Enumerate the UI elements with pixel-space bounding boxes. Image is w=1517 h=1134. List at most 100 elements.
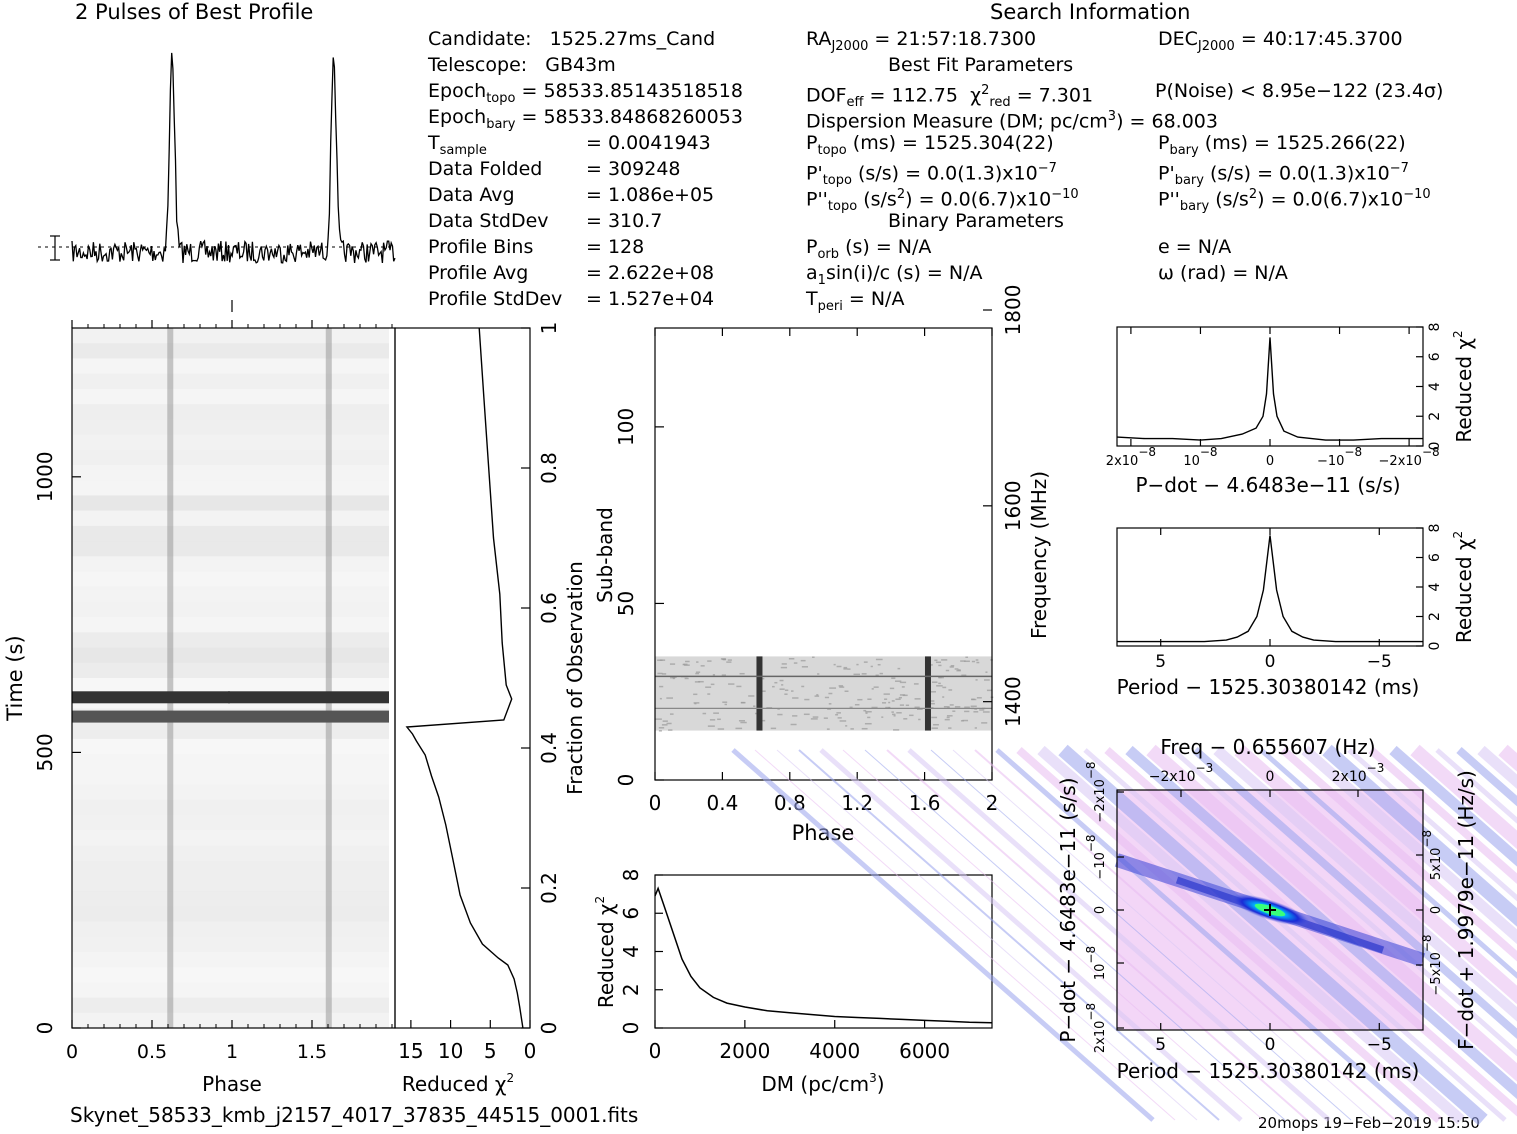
heatmap-stripe (1347, 748, 1517, 902)
heatmap-stripe (930, 749, 1352, 1121)
tsample-value: = 0.0041943 (586, 132, 711, 154)
noise-speck (661, 673, 667, 675)
noise-speck (964, 660, 970, 663)
noise-speck (843, 666, 848, 669)
heatmap-stripe (1259, 748, 1517, 979)
top-tick-label: 2x10−3 (1332, 761, 1385, 785)
noise-speck (901, 686, 905, 688)
noise-speck (781, 684, 784, 686)
noise-speck (683, 663, 688, 666)
heatmap-stripe (1234, 744, 1517, 1005)
noise-speck (659, 697, 662, 700)
noise-speck (736, 685, 742, 688)
noise-speck (780, 666, 788, 669)
x-tick-label: 2000 (719, 1039, 770, 1063)
candidate-value: 1525.27ms_Cand (549, 28, 716, 50)
heatmap-row (72, 936, 389, 952)
noise-speck (917, 708, 923, 711)
epoch-topo-value: = 58533.85143518518 (521, 80, 743, 102)
noise-speck (816, 694, 819, 696)
y-tick-label: 8 (619, 869, 643, 882)
noise-speck (844, 690, 849, 692)
heatmap-row (72, 784, 389, 800)
y2-tick-label: 0 (1429, 906, 1444, 914)
x-tick-label: 2 (986, 791, 999, 815)
noise-speck (928, 700, 935, 702)
noise-speck (710, 683, 715, 686)
heatmap-row (72, 541, 389, 557)
heatmap-row (72, 617, 389, 633)
telescope-label: Telescope: (428, 54, 528, 76)
noise-speck (891, 711, 894, 713)
noise-speck (892, 713, 896, 716)
noise-speck (722, 701, 728, 703)
noise-speck (879, 672, 883, 675)
y2-axis-label: F−dot + 1.9979e−11 (Hz/s) (1454, 770, 1478, 1050)
heatmap-row (72, 982, 389, 998)
y-tick-label: 50 (614, 591, 638, 616)
noise-speck (839, 720, 847, 722)
noise-speck (792, 697, 799, 699)
profile-avg-value: = 2.622e+08 (586, 262, 715, 284)
heatmap-row (72, 891, 389, 907)
pddtopo-value: (s/s (863, 188, 897, 211)
noise-speck (801, 666, 809, 668)
noise-speck (895, 698, 901, 701)
noise-speck (857, 698, 863, 701)
x-tick-label: 5 (1155, 652, 1166, 672)
x-tick-label: 1 (226, 1041, 238, 1063)
x-tick-label: 0 (524, 1039, 537, 1063)
heatmap-stripe (1171, 748, 1517, 1057)
chi-value: = 7.301 (1016, 84, 1094, 107)
noise-speck (668, 729, 673, 731)
noise-speck (666, 722, 672, 725)
noise-speck (845, 725, 848, 727)
noise-speck (970, 705, 977, 708)
noise-speck (865, 712, 868, 714)
noise-speck (693, 693, 698, 696)
y-axis-label: Time (s) (3, 635, 27, 721)
noise-speck (661, 724, 668, 726)
heatmap-row (72, 556, 389, 572)
top-tick-label: −2x10−3 (1149, 761, 1213, 785)
heatmap-row (72, 738, 389, 755)
noise-speck (984, 679, 990, 681)
noise-speck (713, 712, 719, 714)
noise-speck (721, 674, 726, 676)
y-tick-label: −10−8 (1084, 834, 1108, 879)
noise-speck (836, 665, 842, 668)
noise-speck (801, 685, 805, 688)
noise-speck (942, 696, 945, 698)
noise-speck (949, 666, 954, 668)
heatmap-row (72, 860, 389, 876)
noise-speck (897, 667, 901, 670)
bright-row (228, 710, 389, 723)
noise-speck (740, 721, 747, 724)
noise-speck (810, 718, 818, 720)
x-axis-label: Reduced χ2 (402, 1071, 514, 1096)
y-tick-label: 0 (537, 1022, 561, 1035)
data-stddev-label: Data StdDev (428, 210, 549, 232)
heatmap-row (72, 647, 389, 663)
noise-speck (728, 683, 735, 685)
pddbary-value: (s/s (1215, 188, 1249, 211)
heatmap-stripe (974, 749, 1396, 1121)
noise-speck (753, 705, 756, 707)
noise-speck (881, 716, 884, 718)
noise-speck (942, 686, 947, 689)
noise-speck (975, 659, 979, 661)
heatmap-stripe (1016, 746, 1442, 1124)
y-axis-label: Reduced χ2 (1451, 531, 1476, 643)
noise-speck (812, 656, 815, 658)
y-tick-label: 8 (1427, 323, 1443, 332)
noise-speck (698, 680, 704, 683)
noise-speck (735, 727, 743, 730)
heatmap-stripe (776, 749, 1198, 1121)
noise-speck (865, 711, 872, 713)
noise-speck (961, 674, 967, 677)
time-phase-plot: 0 0.5 1 1.5 Phase 0 500 1000 Time (s) (3, 320, 396, 1096)
pulse-band (924, 656, 931, 731)
profile-plot (38, 52, 396, 312)
y-tick-label: 2x10−8 (1084, 1003, 1108, 1053)
